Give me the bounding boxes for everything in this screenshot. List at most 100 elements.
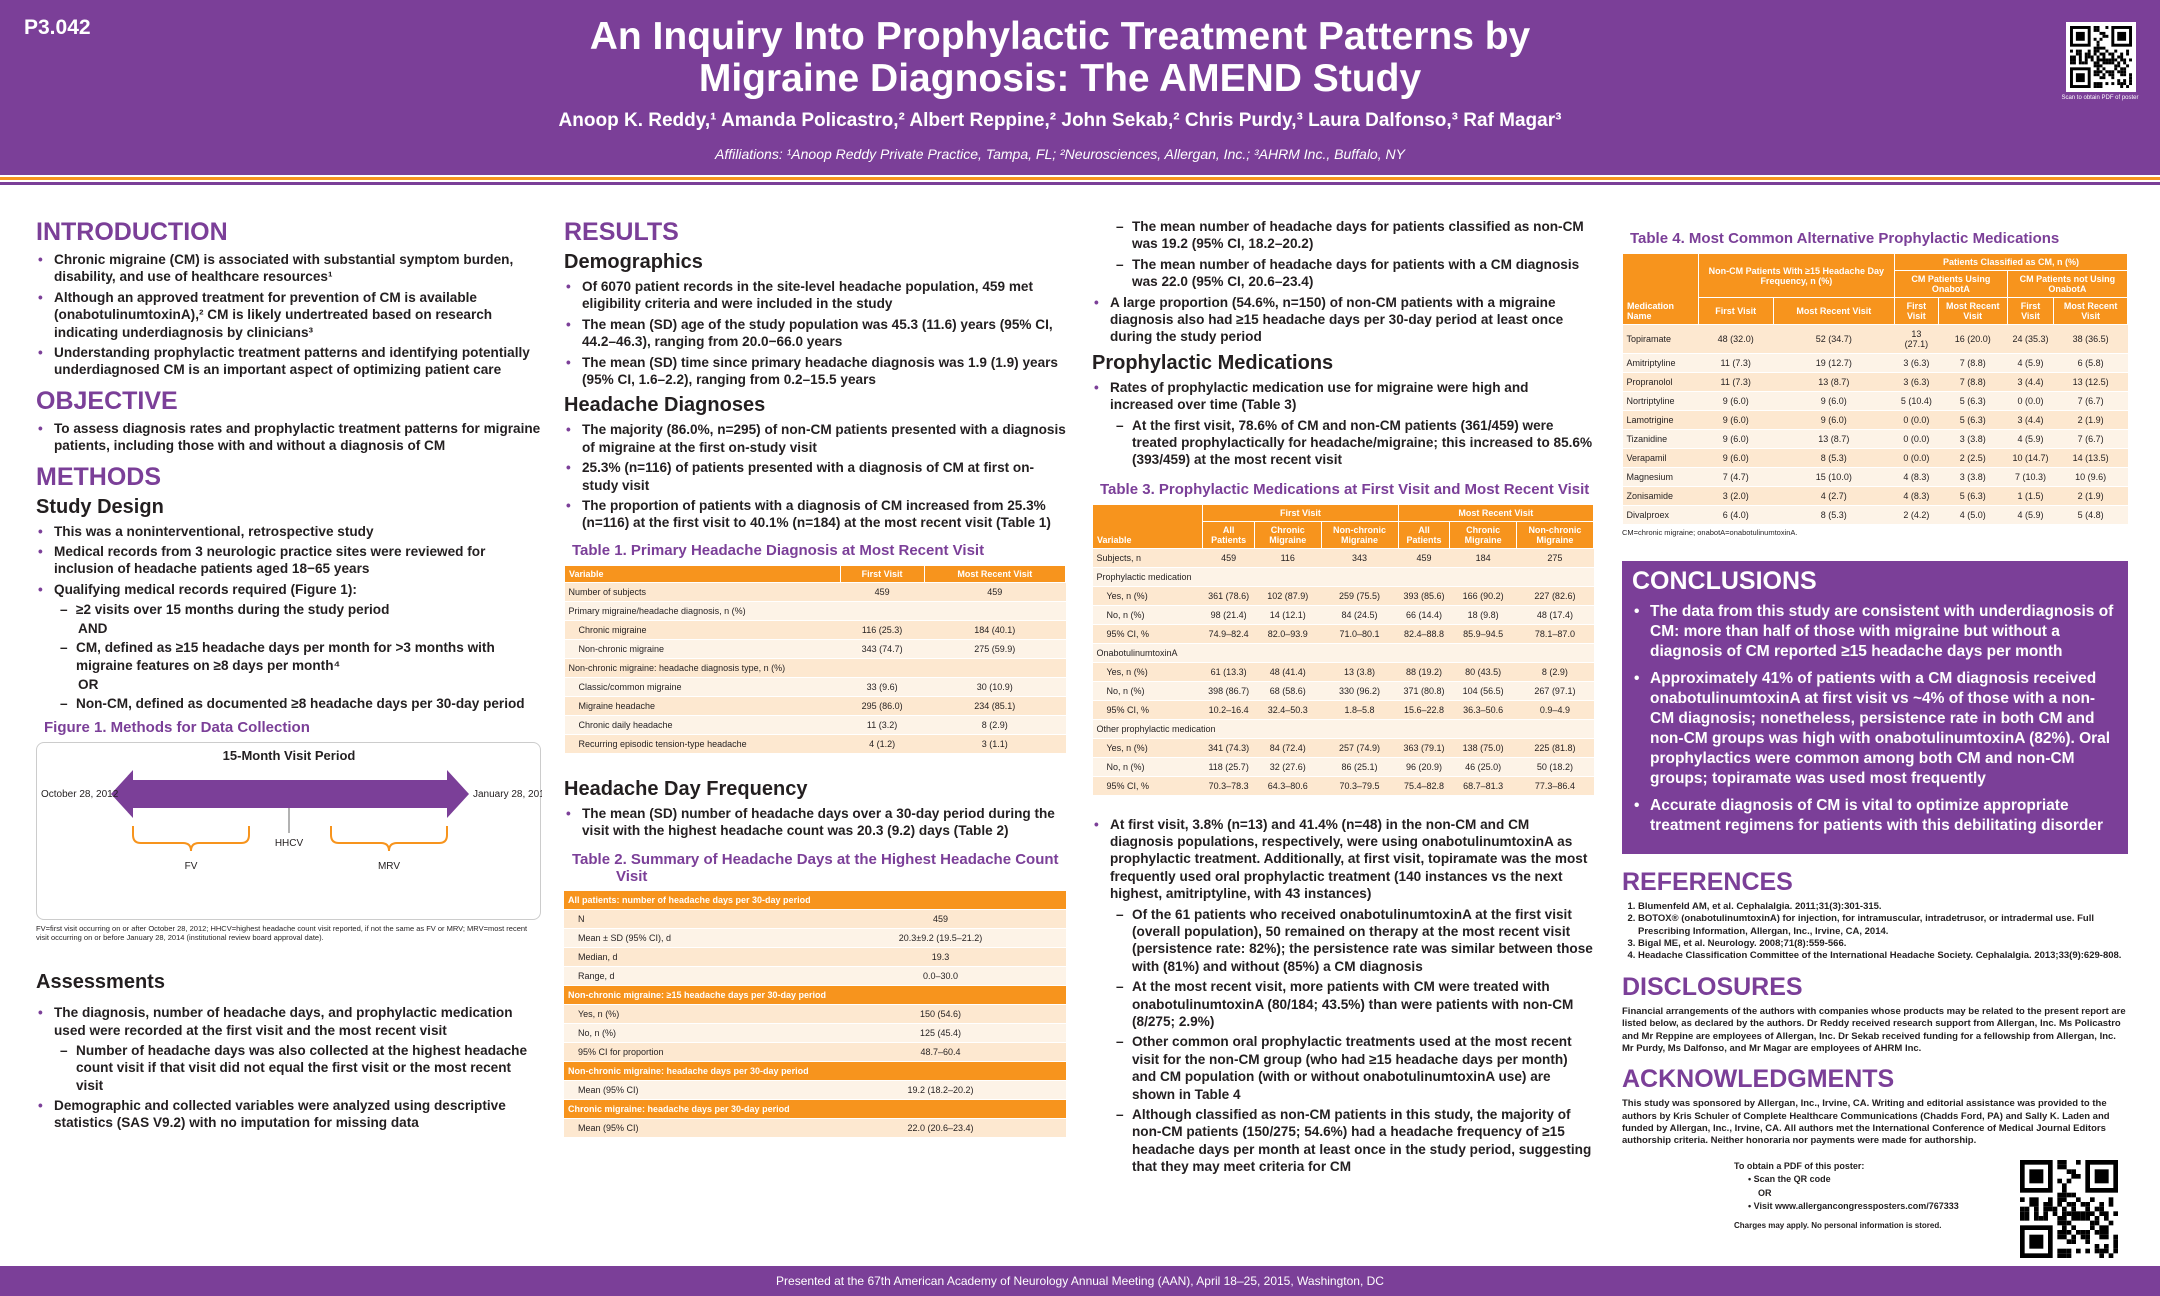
table-cell: 33 (9.6) xyxy=(840,677,925,697)
table-cell: 18 (9.8) xyxy=(1449,605,1517,625)
table-cell: Subjects, n xyxy=(1092,548,1203,568)
introduction-list: Chronic migraine (CM) is associated with… xyxy=(36,251,541,379)
table-cell: 275 (59.9) xyxy=(924,639,1066,659)
table-cell: Mean (95% CI) xyxy=(564,1080,815,1101)
table-cell: 14 (12.1) xyxy=(1254,605,1321,625)
table-cell: 36.3–50.6 xyxy=(1449,700,1517,720)
poster-footer: Presented at the 67th American Academy o… xyxy=(0,1266,2160,1296)
pdf-note: Charges may apply. No personal informati… xyxy=(1734,1220,1942,1230)
disclosures-heading: DISCLOSURES xyxy=(1622,972,1803,1001)
table-cell: 66 (14.4) xyxy=(1398,605,1450,625)
table-row: Amitriptyline 11 (7.3) 19 (12.7) 3 (6.3) 7 (… xyxy=(1622,353,2128,373)
table-cell: 88 (19.2) xyxy=(1398,662,1450,682)
table-1-caption: Table 1. Primary Headache Diagnosis at M… xyxy=(572,541,985,559)
table-cell: Mean ± SD (95% CI), d xyxy=(564,928,815,949)
table-cell: 295 (86.0) xyxy=(840,696,925,716)
table-row: No, n (%) 98 (21.4) 14 (12.1) 84 (24.5) 66 (… xyxy=(1092,605,1594,625)
table-2-caption: Table 2. Summary of Headache Days at the… xyxy=(572,851,1059,886)
table-cell: No, n (%) xyxy=(1092,681,1203,701)
table-cell: 64.3–80.6 xyxy=(1254,776,1321,796)
table-cell: 10.2–16.4 xyxy=(1202,700,1255,720)
table-cell: Amitriptyline xyxy=(1622,353,1699,373)
table-1: Variable First Visit Most Recent Visit N… xyxy=(564,564,1067,754)
table-cell: 82.4–88.8 xyxy=(1398,624,1450,644)
fv-label: FV xyxy=(185,861,198,872)
table-section-row: All patients: number of headache days pe… xyxy=(564,891,1066,911)
table-row: Other prophylactic medication xyxy=(1092,719,1594,739)
table-cell: 13 (8.7) xyxy=(1773,429,1895,449)
column-header: First Visit xyxy=(2006,297,2055,325)
table-cell: Non-chronic migraine: ≥15 headache days … xyxy=(564,985,1066,1006)
table-cell: Recurring episodic tension-type headache xyxy=(564,734,841,754)
table-cell: 166 (90.2) xyxy=(1449,586,1517,606)
table-row: OnabotulinumtoxinA xyxy=(1092,643,1594,663)
table-3: Variable First Visit Most Recent Visit A… xyxy=(1091,503,1595,796)
mrv-label: MRV xyxy=(378,861,400,872)
poster-title: An Inquiry Into Prophylactic Treatment P… xyxy=(589,15,1531,101)
table-cell: 8 (5.3) xyxy=(1773,505,1895,525)
table-row: 95% CI for proportion 48.7–60.4 xyxy=(564,1042,1066,1063)
qr-code-icon[interactable] xyxy=(2066,22,2136,92)
list-item: Bigal ME, et al. Neurology. 2008;71(8):5… xyxy=(1638,938,2128,950)
table-cell: 6 (4.0) xyxy=(1698,505,1774,525)
table-cell: 8 (2.9) xyxy=(1516,662,1594,682)
list-item: At first visit, 3.8% (n=13) and 41.4% (n… xyxy=(1092,816,1594,903)
end-date: January 28, 2014 xyxy=(473,789,542,800)
table-cell: 82.0–93.9 xyxy=(1254,624,1321,644)
table-row: No, n (%) 398 (86.7) 68 (58.6) 330 (96.2) 37… xyxy=(1092,681,1594,701)
assessments-heading: Assessments xyxy=(36,971,165,994)
table-cell: 32 (27.6) xyxy=(1254,757,1321,777)
column-1: INTRODUCTION Chronic migraine (CM) is as… xyxy=(36,218,551,1135)
table-row: Magnesium 7 (4.7) 15 (10.0) 4 (8.3) 3 (3.8) 7… xyxy=(1622,467,2128,487)
column-header: First Visit xyxy=(1697,297,1774,325)
figure-1-note: FV=first visit occurring on or after Oct… xyxy=(36,923,528,943)
table-row: Propranolol 11 (7.3) 13 (8.7) 3 (6.3) 7 (8.8… xyxy=(1622,372,2128,392)
list-item: Demographic and collected variables were… xyxy=(36,1097,541,1132)
table-row: Divalproex 6 (4.0) 8 (5.3) 2 (4.2) 4 (5.0) 4 … xyxy=(1622,505,2128,525)
table-row: Median, d 19.3 xyxy=(564,947,1066,968)
list-item: CM, defined as ≥15 headache days per mon… xyxy=(58,639,541,674)
table-cell: 32.4–50.3 xyxy=(1254,700,1321,720)
table-cell: 38 (36.5) xyxy=(2053,324,2128,354)
table-cell: 150 (54.6) xyxy=(815,1004,1066,1025)
column-header: First Visit xyxy=(839,564,925,583)
table-4: Medication Name Non-CM Patients With ≥15… xyxy=(1622,253,2129,525)
table-cell: 74.9–82.4 xyxy=(1202,624,1255,644)
table-cell: Nortriptyline xyxy=(1622,391,1699,411)
list-item: Of 6070 patient records in the site-leve… xyxy=(564,278,1066,313)
table-cell: 0 (0.0) xyxy=(1894,410,1939,430)
table-cell: 10 (14.7) xyxy=(2007,448,2054,468)
pdf-info: To obtain a PDF of this poster: • Scan t… xyxy=(1622,1159,2128,1260)
table-cell: 75.4–82.8 xyxy=(1398,776,1450,796)
list-item: Non-CM, defined as documented ≥8 headach… xyxy=(58,695,541,713)
table-cell xyxy=(840,601,925,621)
table-cell: Mean (95% CI) xyxy=(564,1118,815,1139)
table-cell: 2 (1.9) xyxy=(2053,486,2128,506)
list-item: At the first visit, 78.6% of CM and non-… xyxy=(1114,417,1594,469)
table-cell: Yes, n (%) xyxy=(564,1004,815,1025)
table-cell: 77.3–86.4 xyxy=(1516,776,1594,796)
table-cell: Range, d xyxy=(564,966,815,987)
table-4-note: CM=chronic migraine; onabotA=onabotulinu… xyxy=(1622,528,1798,537)
qr-code-icon[interactable] xyxy=(2020,1159,2120,1260)
objective-heading: OBJECTIVE xyxy=(36,386,178,415)
list-item: Blumenfeld AM, et al. Cephalalgia. 2011;… xyxy=(1638,901,2128,913)
table-cell: 96 (20.9) xyxy=(1398,757,1450,777)
table-cell: 4 (5.9) xyxy=(2007,429,2054,449)
table-cell: 1 (1.5) xyxy=(2007,486,2054,506)
list-item: At the most recent visit, more patients … xyxy=(1114,978,1594,1030)
table-cell xyxy=(840,658,925,678)
table-cell: Other prophylactic medication xyxy=(1092,719,1594,739)
fv-bracket xyxy=(132,825,250,851)
table-row: Subjects, n 459 116 343 459 184 275 xyxy=(1092,548,1594,568)
list-item: Medical records from 3 neurologic practi… xyxy=(36,543,541,578)
table-row: Mean (95% CI) 19.2 (18.2–20.2) xyxy=(564,1080,1066,1101)
table-cell: 50 (18.2) xyxy=(1516,757,1594,777)
table-cell: Verapamil xyxy=(1622,448,1699,468)
pdf-url-link[interactable]: Visit www.allergancongressposters.com/76… xyxy=(1753,1201,1959,1212)
table-cell: 3 (4.4) xyxy=(2007,372,2054,392)
table-3-caption: Table 3. Prophylactic Medications at Fir… xyxy=(1100,480,1590,498)
table-cell: 7 (8.8) xyxy=(1938,353,2008,373)
table-cell: OnabotulinumtoxinA xyxy=(1092,643,1594,663)
group-header: Non-CM Patients With ≥15 Headache Day Fr… xyxy=(1697,253,1895,298)
